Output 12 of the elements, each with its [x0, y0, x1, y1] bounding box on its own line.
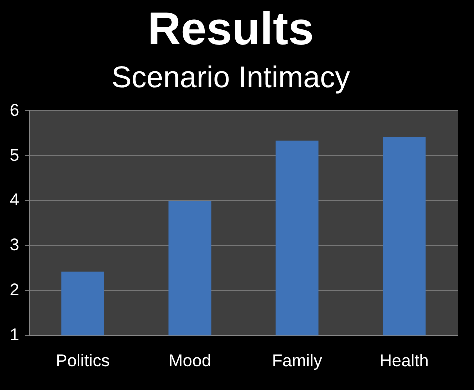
y-tick-label: 2 [10, 280, 20, 300]
chart-title: Results [148, 2, 314, 54]
y-tick-label: 3 [10, 236, 20, 255]
y-tick-label: 4 [10, 190, 20, 210]
x-tick-label: Health [380, 351, 429, 370]
y-tick-label: 6 [10, 100, 20, 120]
x-tick-label: Mood [168, 351, 212, 370]
y-tick-label: 1 [10, 325, 20, 344]
chart-subtitle: Scenario Intimacy [112, 61, 350, 94]
x-tick-label: Politics [56, 351, 110, 370]
y-tick-label: 5 [10, 146, 20, 165]
x-tick-label: Family [272, 351, 323, 370]
